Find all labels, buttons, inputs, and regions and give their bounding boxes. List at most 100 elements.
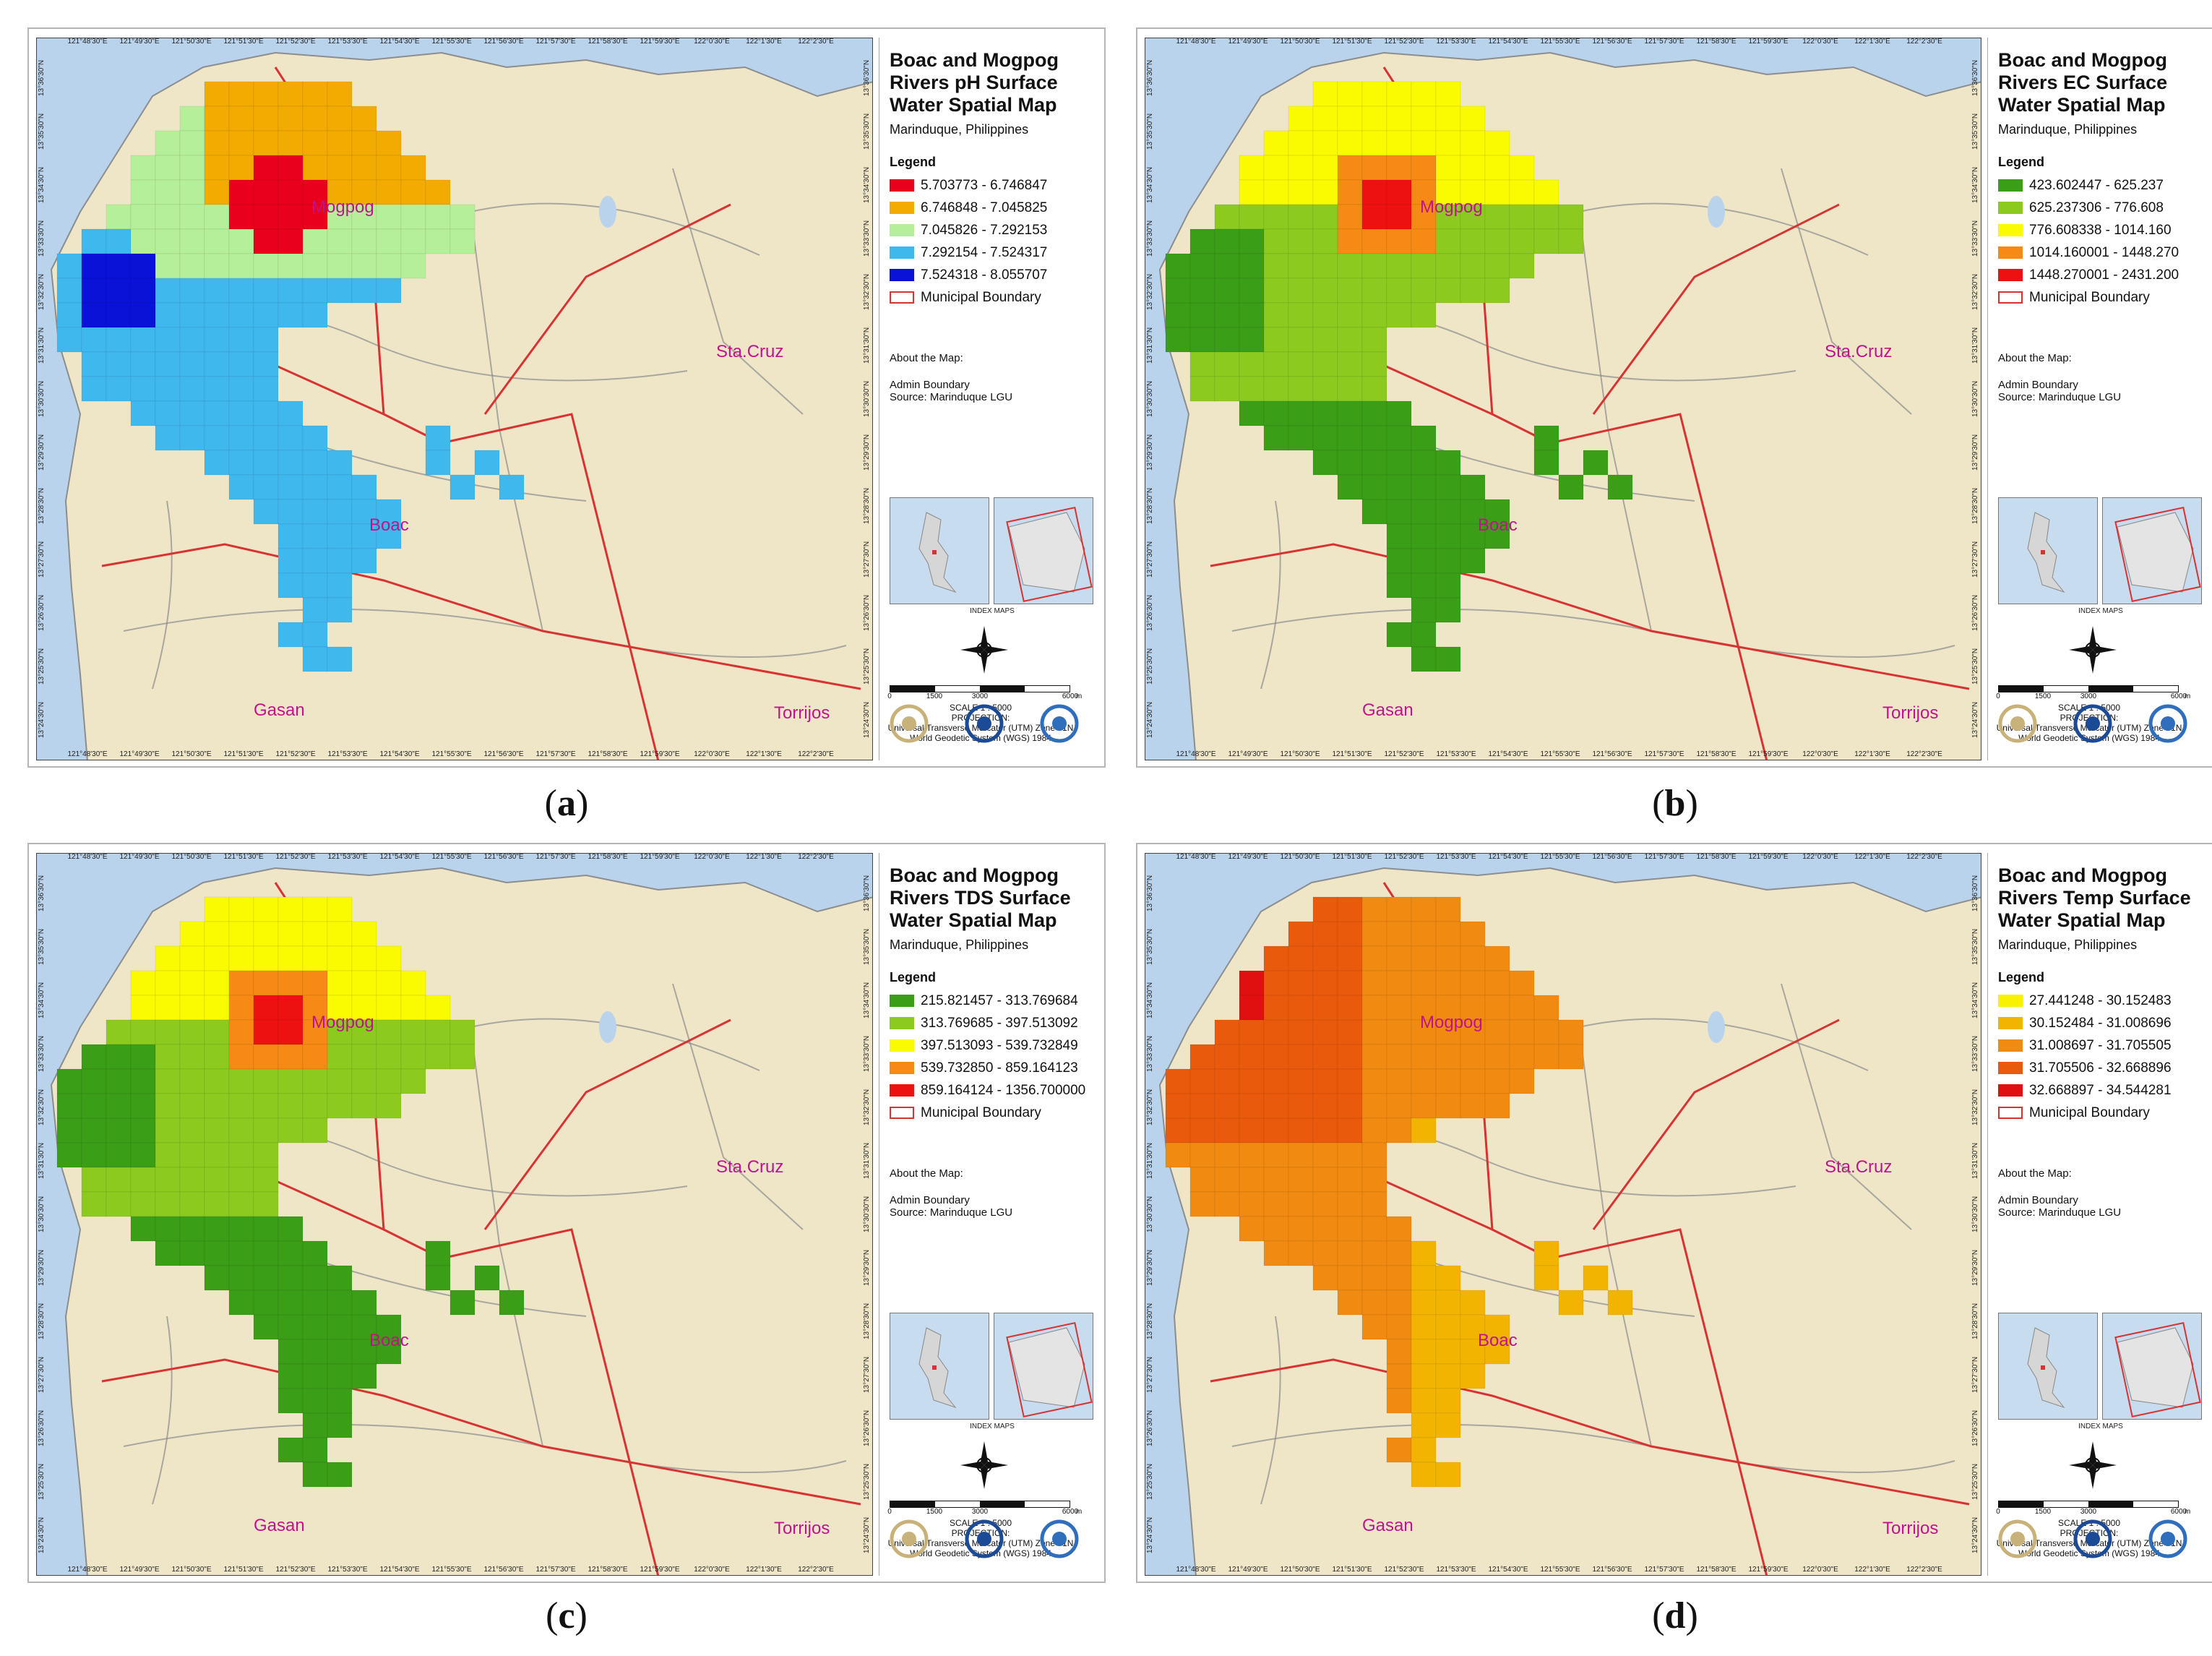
raster-cell	[1239, 1068, 1265, 1094]
raster-cell	[81, 351, 107, 377]
raster-cell	[1435, 253, 1461, 279]
index-maps: INDEX MAPS	[1998, 1313, 2203, 1430]
raster-cell	[425, 995, 451, 1021]
scale-number: 6000	[2170, 1508, 2187, 1516]
raster-cell	[253, 1019, 279, 1045]
map-frame[interactable]: Mogpog Boac Gasan Sta.Cruz Torrijos 121°48'30…	[1145, 38, 1981, 760]
map-title: Boac and Mogpog Rivers Temp Surface Wate…	[1998, 865, 2191, 931]
raster-cell	[228, 1191, 254, 1217]
raster-cell	[302, 302, 328, 328]
legend-item: 6.746848 - 7.045825	[890, 197, 1100, 219]
raster-cell	[228, 1265, 254, 1291]
scale-unit: m	[2184, 692, 2191, 700]
raster-cell	[1337, 1093, 1363, 1119]
raster-cell	[1435, 1265, 1461, 1291]
raster-cell	[1165, 1068, 1191, 1094]
legend-swatch	[1998, 179, 2023, 192]
raster-cell	[1312, 1265, 1338, 1291]
latitude-tick-label: 13°34'30"N	[38, 982, 46, 1018]
place-label-mogpog: Mogpog	[1420, 1013, 1483, 1032]
legend-range-label: 32.668897 - 34.544281	[2029, 1082, 2172, 1098]
raster-cell	[1386, 1314, 1412, 1340]
raster-cell	[253, 376, 279, 402]
latitude-ticks-right: 13°36'30"N 13°35'30"N 13°34'30"N 13°33'30"N…	[1971, 854, 1981, 1575]
raster-cell	[351, 970, 377, 996]
raster-cell	[1411, 1117, 1437, 1144]
raster-cell	[1386, 179, 1412, 205]
longitude-tick-label: 121°55'30"E	[431, 38, 472, 46]
raster-cell	[1435, 1462, 1461, 1488]
raster-cell	[1337, 970, 1363, 996]
raster-cell	[204, 351, 230, 377]
legend-range-label: 397.513093 - 539.732849	[921, 1037, 1078, 1053]
latitude-tick-label: 13°33'30"N	[863, 220, 871, 257]
raster-cell	[228, 130, 254, 156]
province-seal-icon	[2148, 704, 2187, 743]
scale-number: 1500	[2034, 692, 2052, 700]
raster-cell	[1288, 351, 1314, 377]
raster-cell	[327, 1388, 353, 1414]
raster-cell	[277, 130, 304, 156]
raster-cell	[81, 1142, 107, 1168]
raster-cell	[253, 499, 279, 525]
interpolation-raster	[1165, 81, 1633, 672]
map-frame[interactable]: Mogpog Boac Gasan Sta.Cruz Torrijos 121°48'30…	[1145, 853, 1981, 1576]
raster-cell	[425, 450, 451, 476]
raster-cell	[179, 228, 205, 254]
raster-cell	[1239, 1117, 1265, 1144]
raster-cell	[1386, 450, 1412, 476]
raster-cell	[1386, 302, 1412, 328]
raster-cell	[1361, 425, 1387, 451]
longitude-tick-label: 121°51'30"E	[1332, 38, 1372, 46]
legend-swatch	[1998, 224, 2023, 236]
latitude-tick-label: 13°26'30"N	[38, 1410, 46, 1446]
raster-cell	[327, 474, 353, 500]
raster-cell	[327, 81, 353, 107]
raster-cell	[327, 155, 353, 181]
longitude-tick-label: 121°48'30"E	[67, 750, 108, 758]
raster-cell	[1484, 1093, 1510, 1119]
raster-cell	[1361, 1019, 1387, 1045]
raster-cell	[56, 1117, 82, 1144]
latitude-tick-label: 13°34'30"N	[1971, 166, 1979, 203]
latitude-tick-label: 13°26'30"N	[38, 594, 46, 631]
raster-cell	[204, 253, 230, 279]
raster-cell	[228, 1240, 254, 1266]
raster-cell	[1337, 179, 1363, 205]
map-frame[interactable]: Mogpog Boac Gasan Sta.Cruz Torrijos 121°48'30…	[36, 853, 873, 1576]
longitude-tick-label: 121°48'30"E	[1176, 1566, 1216, 1574]
legend-range-label: 30.152484 - 31.008696	[2029, 1015, 2172, 1031]
raster-cell	[81, 1167, 107, 1193]
raster-cell	[1411, 1044, 1437, 1070]
longitude-tick-label: 121°58'30"E	[1696, 1566, 1737, 1574]
raster-cell	[302, 499, 328, 525]
raster-cell	[1435, 474, 1461, 500]
index-maps: INDEX MAPS	[1998, 497, 2203, 615]
raster-cell	[1214, 1068, 1240, 1094]
raster-cell	[1337, 376, 1363, 402]
legend-range-label: 7.045826 - 7.292153	[921, 222, 1048, 238]
legend-item: 5.703773 - 6.746847	[890, 174, 1100, 197]
raster-cell	[1411, 597, 1437, 623]
raster-cell	[302, 995, 328, 1021]
raster-cell	[1312, 1216, 1338, 1242]
raster-cell	[253, 921, 279, 947]
raster-cell	[1460, 179, 1486, 205]
interpolation-raster	[56, 81, 525, 672]
latitude-tick-label: 13°34'30"N	[38, 166, 46, 203]
legend-swatch	[890, 995, 914, 1007]
raster-cell	[327, 1019, 353, 1045]
raster-cell	[327, 995, 353, 1021]
index-maps-label: INDEX MAPS	[970, 607, 1015, 615]
raster-cell	[1533, 1044, 1559, 1070]
raster-cell	[277, 106, 304, 132]
scale-bar-graphic	[1998, 1501, 2179, 1508]
latitude-tick-label: 13°32'30"N	[863, 1089, 871, 1125]
raster-cell	[351, 1068, 377, 1094]
longitude-tick-label: 121°49'30"E	[1228, 750, 1268, 758]
raster-cell	[302, 1412, 328, 1438]
raster-cell	[1460, 155, 1486, 181]
latitude-tick-label: 13°26'30"N	[1971, 594, 1979, 631]
latitude-tick-label: 13°24'30"N	[863, 701, 871, 738]
map-frame[interactable]: Mogpog Boac Gasan Sta.Cruz Torrijos 121°48'30…	[36, 38, 873, 760]
